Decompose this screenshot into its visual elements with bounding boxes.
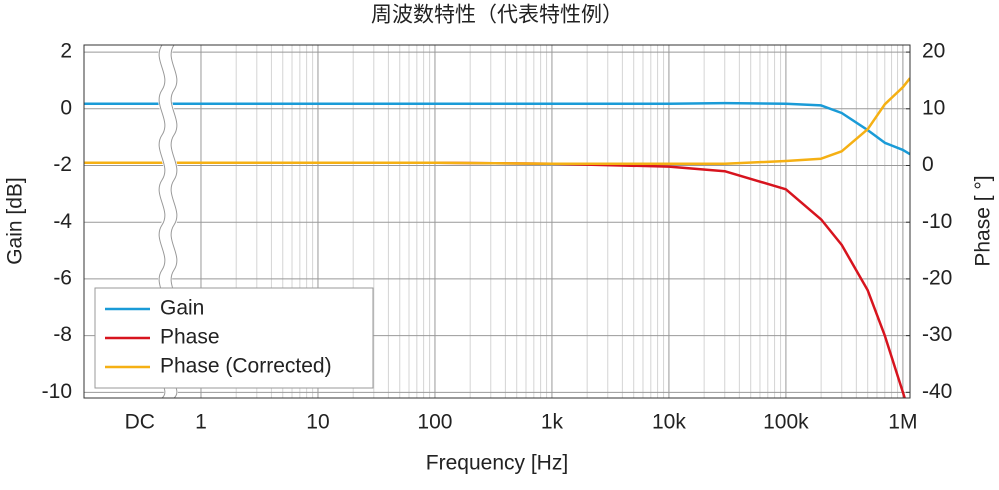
- x-tick-label: DC: [125, 411, 155, 434]
- legend-label: Phase: [160, 326, 220, 349]
- y-tick-label: -4: [53, 210, 72, 233]
- y2-axis-label: Phase [ °]: [972, 175, 995, 266]
- plot-lines: [84, 77, 910, 398]
- y2-tick-label: 0: [922, 153, 934, 176]
- legend-label: Phase (Corrected): [160, 355, 332, 378]
- x-axis-label: Frequency [Hz]: [426, 452, 568, 475]
- series-line: [84, 101, 910, 156]
- y2-tick-label: -30: [922, 323, 952, 346]
- x-tick-label: 100k: [763, 411, 809, 434]
- x-tick-label: 10: [306, 411, 329, 434]
- y2-tick-label: 20: [922, 40, 945, 63]
- legend-label: Gain: [160, 297, 204, 320]
- series-line: [84, 77, 910, 166]
- y-tick-label: -6: [53, 266, 72, 289]
- x-tick-label: 1k: [541, 411, 564, 434]
- y-tick-label: -10: [42, 380, 72, 403]
- y2-tick-label: -20: [922, 266, 952, 289]
- y2-tick-label: -40: [922, 380, 952, 403]
- y2-tick-label: 10: [922, 96, 945, 119]
- chart-title: 周波数特性（代表特性例）: [371, 4, 623, 27]
- y-axis-label: Gain [dB]: [4, 177, 27, 265]
- y2-tick-label: -10: [922, 210, 952, 233]
- y-tick-label: -8: [53, 323, 72, 346]
- x-tick-label: 10k: [652, 411, 686, 434]
- x-tick-label: 1: [195, 411, 207, 434]
- y-tick-label: 0: [60, 96, 72, 119]
- y-tick-label: 2: [60, 40, 72, 63]
- y-tick-label: -2: [53, 153, 72, 176]
- plot-frame: [83, 44, 911, 399]
- x-tick-label: 1M: [888, 411, 917, 434]
- x-tick-label: 100: [417, 411, 452, 434]
- legend: Gain Phase Phase (Corrected): [94, 287, 374, 389]
